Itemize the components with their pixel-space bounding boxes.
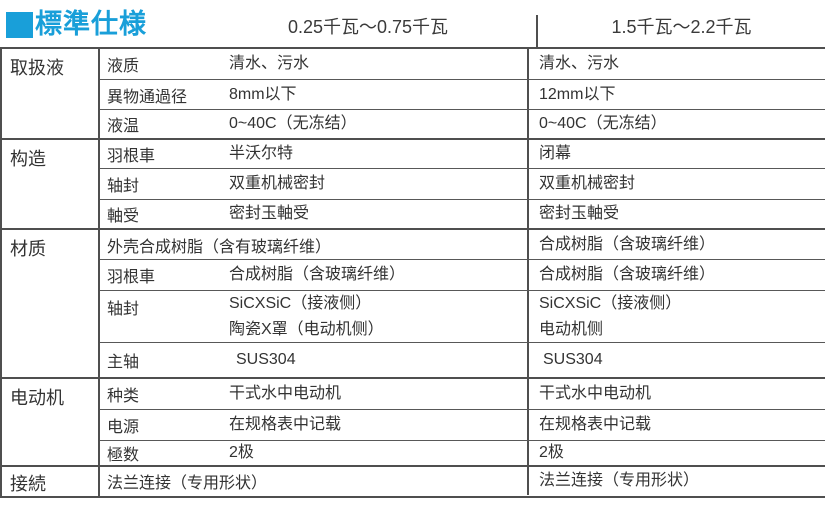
row-value-small: 双重机械密封 [229,168,529,199]
row-label: 种类 [107,387,140,405]
page-title-text: 標準仕様 [35,9,147,39]
section-material: 材质 外壳合成树脂（含有玻璃纤维） 合成树脂（含玻璃纤维） 羽根車 合成树脂（含… [2,230,825,379]
row-label: 羽根車 [107,269,156,286]
row-value-small: SiCXSiC（接液侧） 陶瓷X罩（电动机侧） [229,291,529,342]
row-value-large: 2极 [539,443,564,461]
row-label: 液温 [107,117,140,135]
row-value-large: 干式水中电动机 [539,384,652,402]
table-row: 液质 清水、污水 清水、污水 [100,49,825,80]
row-value-large: SiCXSiC（接液侧） 电动机侧 [539,294,682,338]
spec-table: 取扱液 液质 清水、污水 清水、污水 異物通過径 8mm以下 12mm以下 液温… [0,47,825,498]
row-value-small: 在规格表中记载 [229,409,529,440]
category-label: 接続 [2,467,100,496]
table-row: 外壳合成树脂（含有玻璃纤维） 合成树脂（含玻璃纤维） [100,230,825,260]
table-header: 標準仕様 0.25千瓦～0.75千瓦 1.5千瓦～2.2千瓦 [0,0,825,47]
column-header-small-kw: 0.25千瓦～0.75千瓦 [287,17,449,37]
row-value-small: 合成树脂（含玻璃纤维） [229,260,529,290]
section-structure: 构造 羽根車 半沃尔特 闭幕 轴封 双重机械密封 双重机械密封 軸受 密封玉軸受… [2,139,825,230]
table-row: 極数 2极 2极 [100,440,825,465]
table-row: 轴封 SiCXSiC（接液侧） 陶瓷X罩（电动机侧） SiCXSiC（接液侧） … [100,291,825,343]
row-label: 电源 [107,418,140,436]
section-connection: 接続 法兰连接（专用形状） 法兰连接（专用形状） [2,467,825,498]
page-title: 標準仕様 [6,11,147,38]
row-value-small: 8mm以下 [229,80,529,109]
row-label: 液质 [107,58,140,75]
row-value-large: 法兰连接（专用形状） [539,471,700,489]
row-value-small: 2极 [229,440,529,465]
row-label: 軸受 [107,207,140,225]
table-row: 異物通過径 8mm以下 12mm以下 [100,80,825,110]
row-value-large: SUS304 [543,350,603,368]
row-label: 極数 [107,446,140,464]
row-value-large: 在规格表中记载 [539,415,652,433]
row-value-small: SUS304 [229,343,529,377]
row-value-small: 清水、污水 [229,49,529,79]
table-row: 轴封 双重机械密封 双重机械密封 [100,168,825,200]
row-value-small: 密封玉軸受 [229,199,529,228]
section-handled-liquid: 取扱液 液质 清水、污水 清水、污水 異物通過径 8mm以下 12mm以下 液温… [2,49,825,140]
row-value-small [229,467,529,495]
table-row: 軸受 密封玉軸受 密封玉軸受 [100,199,825,228]
table-row: 液温 0~40C（无冻结） 0~40C（无冻结） [100,110,825,138]
row-value-small [229,230,529,259]
table-row: 法兰连接（专用形状） 法兰连接（专用形状） [100,467,825,495]
row-value-large: 合成树脂（含玻璃纤维） [539,266,716,283]
column-header-large-kw: 1.5千瓦～2.2千瓦 [611,17,752,37]
category-label: 取扱液 [2,49,100,138]
category-label: 构造 [2,139,100,228]
row-label: 轴封 [107,177,140,195]
row-value-large: 双重机械密封 [539,174,636,192]
row-label: 外壳合成树脂（含有玻璃纤维） [107,238,332,256]
row-label: 法兰连接（专用形状） [107,474,268,492]
row-value-large: 0~40C（无冻结） [539,114,667,132]
category-label: 电动机 [2,378,100,465]
table-row: 种类 干式水中电动机 干式水中电动机 [100,378,825,410]
table-row: 羽根車 半沃尔特 闭幕 [100,139,825,169]
row-value-large: 12mm以下 [539,85,616,103]
title-square-icon [6,11,33,38]
row-value-small: 0~40C（无冻结） [229,110,529,138]
table-row: 羽根車 合成树脂（含玻璃纤维） 合成树脂（含玻璃纤维） [100,260,825,291]
row-value-large: 合成树脂（含玻璃纤维） [539,235,716,253]
row-value-large: 密封玉軸受 [539,204,620,222]
table-row: 电源 在规格表中记载 在规格表中记载 [100,409,825,441]
row-value-small: 半沃尔特 [229,139,529,168]
row-label: 主轴 [107,353,140,371]
category-label: 材质 [2,230,100,377]
row-label: 異物通過径 [107,88,188,106]
row-value-large: 清水、污水 [539,55,620,72]
row-value-large: 闭幕 [539,144,572,162]
row-label: 轴封 [107,301,140,318]
header-divider-line [536,15,538,47]
row-label: 羽根車 [107,147,156,165]
table-row: 主轴 SUS304 SUS304 [100,343,825,377]
row-value-small: 干式水中电动机 [229,378,529,409]
section-motor: 电动机 种类 干式水中电动机 干式水中电动机 电源 在规格表中记载 在规格表中记… [2,378,825,467]
